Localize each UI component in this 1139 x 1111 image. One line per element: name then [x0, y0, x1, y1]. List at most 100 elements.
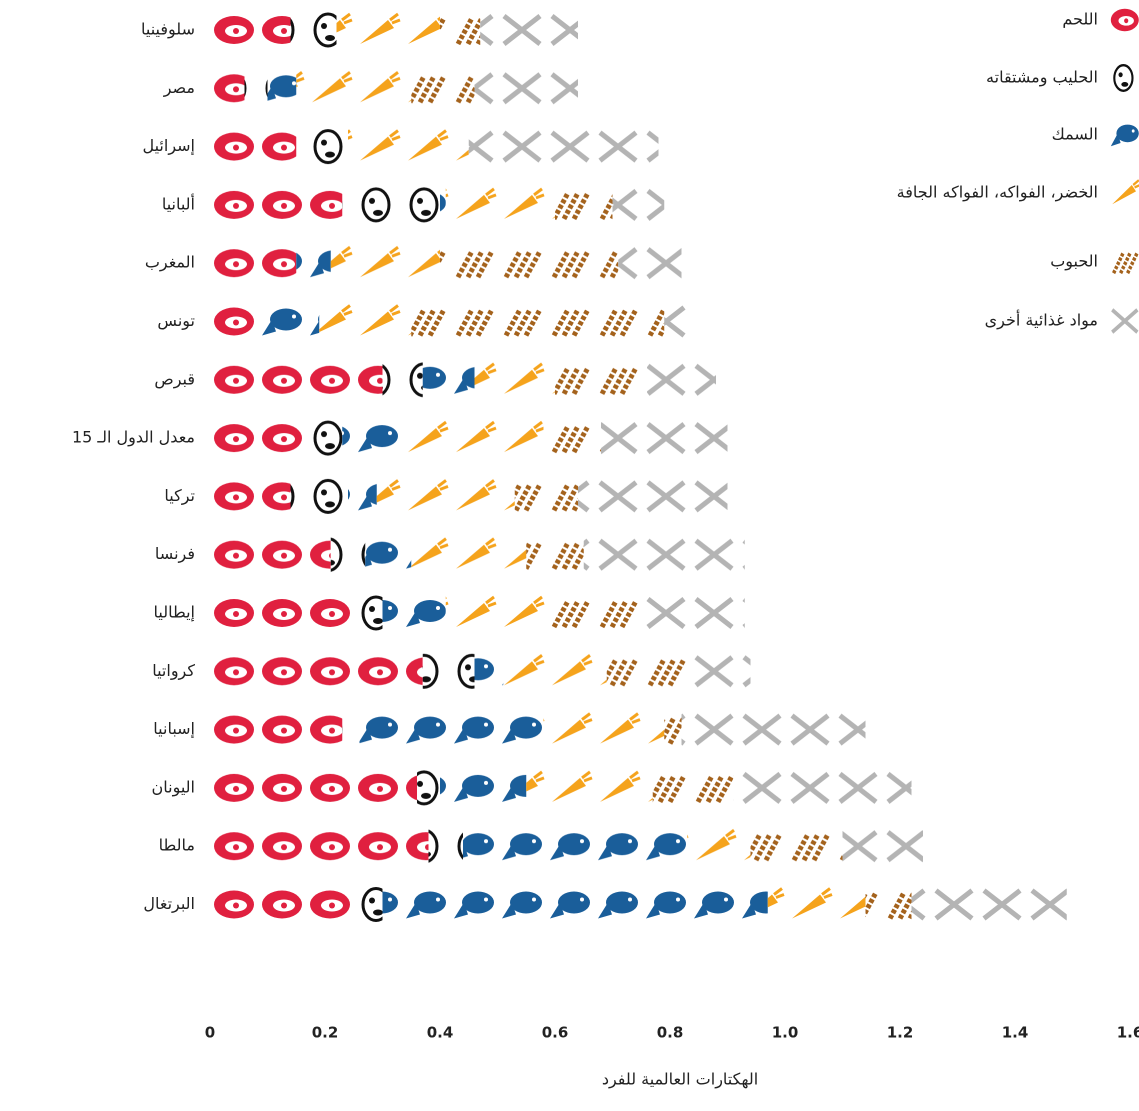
bar-segment — [583, 534, 745, 575]
bar-segment — [428, 826, 463, 867]
bar-segment-group — [411, 301, 665, 342]
bar-segment — [210, 418, 308, 459]
bar-segment — [578, 476, 728, 517]
bar-segment-group — [342, 709, 360, 750]
bar-segment — [210, 884, 354, 925]
bar-segment-group — [612, 184, 665, 225]
bar-segment — [865, 884, 912, 925]
bar-segment-group — [474, 68, 578, 109]
bar-segment-group — [382, 359, 423, 400]
bar-segment — [210, 10, 291, 50]
bar-segment — [210, 243, 297, 284]
bar-segment-group — [210, 884, 354, 925]
bar-segment-group — [463, 826, 688, 867]
category-label: سلوفينيا — [141, 20, 195, 40]
bar-segment — [474, 651, 504, 692]
bar-segment — [210, 767, 417, 808]
bar-segment-group — [474, 651, 504, 692]
bar-segment — [555, 359, 647, 400]
bar-segment-group — [210, 767, 417, 808]
bar-segment — [376, 476, 515, 517]
category-label: تركيا — [164, 486, 195, 506]
x-axis-title: الهكتارات العالمية للفرد — [602, 1070, 758, 1090]
bar-segment-group — [411, 534, 527, 575]
legend-label: اللحم — [1062, 10, 1098, 29]
bar-segment-group — [210, 10, 291, 50]
bar-segment — [664, 709, 682, 750]
bar-segment-group — [348, 476, 377, 517]
bar-segment-group — [342, 418, 406, 459]
bar-segment-group — [583, 534, 745, 575]
bar-segment — [767, 884, 866, 925]
bar-segment-group — [210, 359, 383, 400]
bar-segment — [210, 709, 343, 750]
bar-segment-group — [210, 476, 291, 517]
bar-segment-group — [422, 359, 475, 400]
bar-segment-group — [647, 359, 716, 400]
bar-segment — [750, 826, 843, 867]
bar-segment — [411, 301, 665, 342]
bar-segment — [652, 767, 734, 808]
bar-segment — [480, 10, 578, 50]
bar-segment — [210, 476, 291, 517]
legend-icon — [1112, 251, 1139, 275]
bar-segment-group — [376, 476, 515, 517]
bar-segment — [526, 534, 584, 575]
category-label: قبرص — [154, 369, 195, 389]
bar-segment-group — [365, 534, 412, 575]
bar-segment — [693, 651, 751, 692]
bar-segment — [606, 651, 693, 692]
bar-segment-group — [440, 243, 619, 284]
bar-segment — [422, 651, 475, 692]
bar-segment — [417, 767, 440, 808]
bar-segment-group — [267, 68, 297, 109]
bar-segment — [342, 709, 360, 750]
bar-segment-group — [319, 301, 412, 342]
bar-segment-group — [440, 10, 481, 50]
bar-segment-group — [330, 243, 440, 284]
bar-segment — [514, 476, 578, 517]
bar-segment — [549, 593, 642, 633]
x-tick-label: 0.4 — [427, 1024, 454, 1042]
bar-segment-group — [687, 826, 751, 867]
bar-segment — [445, 593, 550, 633]
bar-segment-group — [244, 68, 268, 109]
bar-segment — [618, 243, 682, 284]
bar-segment-group — [405, 418, 544, 459]
legend-label: مواد غذائية أخرى — [985, 310, 1098, 331]
category-label: إسرائيل — [142, 136, 195, 156]
bar-segment-group — [290, 10, 337, 50]
bar-segment — [365, 534, 412, 575]
bar-segment-group — [549, 593, 642, 633]
category-label: ألبانيا — [162, 193, 195, 213]
bar-segment — [210, 593, 354, 633]
legend-label: الحبوب — [1050, 252, 1098, 272]
category-label: معدل الدول الـ 15 — [72, 428, 195, 448]
bar-segment — [382, 884, 768, 925]
bar-segment-group — [468, 126, 659, 167]
bar-segment-group — [210, 68, 245, 109]
bar-segment-group — [210, 651, 423, 692]
category-label: اليونان — [152, 777, 196, 797]
bar-segment-group — [693, 651, 751, 692]
bar-segment — [319, 301, 412, 342]
bar-segment — [336, 10, 440, 50]
bar-segment-group — [417, 767, 440, 808]
bar-segment — [911, 884, 1067, 925]
bar-segment-group — [543, 709, 665, 750]
bar-segment-group — [330, 534, 366, 575]
bar-segment — [342, 418, 406, 459]
legend-swatch — [1108, 177, 1139, 209]
bar-segment — [440, 184, 446, 225]
bar-segment — [474, 359, 555, 400]
bar-segment-group — [733, 767, 912, 808]
bar-segment — [210, 68, 245, 109]
bar-segment — [601, 418, 728, 459]
bar-segment-group — [382, 884, 768, 925]
bar-segment — [210, 301, 262, 342]
bar-segment — [382, 359, 423, 400]
bar-segment — [543, 418, 601, 459]
bar-segment — [405, 418, 544, 459]
bar-segment — [555, 184, 613, 225]
bar-segment — [348, 126, 469, 167]
